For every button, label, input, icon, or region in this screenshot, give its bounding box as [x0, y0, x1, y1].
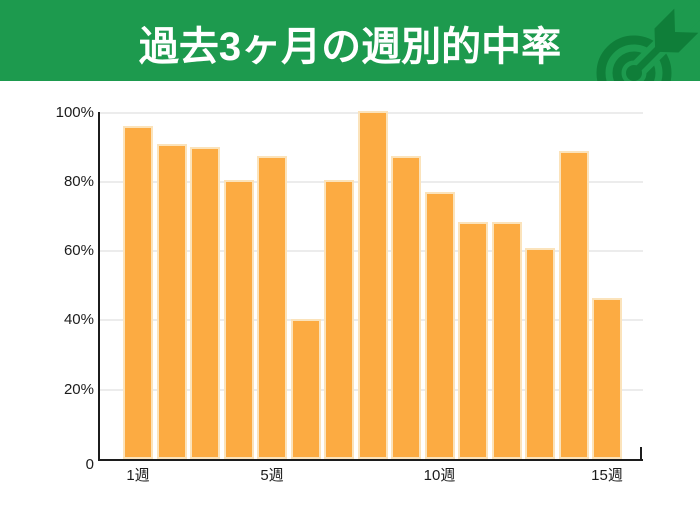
- bar-week-1: [123, 126, 153, 459]
- bar-week-3: [190, 147, 220, 459]
- header-banner: 過去3ヶ月の週別的中率: [0, 0, 700, 81]
- bar-week-10: [424, 192, 455, 459]
- x-axis-tick-label: 15週: [591, 467, 623, 484]
- bar-week-13: [525, 247, 555, 459]
- bar-week-11: [458, 221, 488, 459]
- x-axis-tick-label: 1週: [126, 467, 150, 484]
- bar-week-2: [156, 143, 187, 459]
- x-axis-tick-label: 5週: [260, 467, 284, 484]
- y-axis-tick-label: 40%: [63, 311, 94, 329]
- y-axis-tick-label: 60%: [63, 242, 94, 260]
- x-axis-end-tick: [640, 447, 642, 459]
- bar-chart: 100% 80% 60% 40% 20% 0 1週 5週 10週 15週: [0, 81, 700, 510]
- bar-week-15: [592, 297, 622, 459]
- x-axis-tick-label: 10週: [423, 467, 456, 484]
- bar-week-7: [324, 180, 354, 459]
- bar-week-8: [357, 110, 388, 459]
- bar-week-12: [491, 221, 522, 459]
- x-axis-line: [98, 459, 643, 461]
- bar-week-6: [290, 318, 321, 459]
- y-axis-line: [98, 112, 100, 461]
- y-axis-tick-label: 0: [85, 456, 94, 473]
- bar-week-5: [257, 155, 287, 459]
- bar-week-14: [558, 150, 589, 459]
- y-axis-tick-label: 20%: [63, 380, 94, 398]
- y-axis-tick-label: 100%: [55, 103, 94, 121]
- y-axis-tick-label: 80%: [63, 172, 94, 190]
- bar-week-9: [391, 155, 421, 459]
- dartboard-target-icon: [596, 0, 700, 81]
- page-title: 過去3ヶ月の週別的中率: [138, 25, 562, 69]
- bar-week-4: [223, 180, 254, 459]
